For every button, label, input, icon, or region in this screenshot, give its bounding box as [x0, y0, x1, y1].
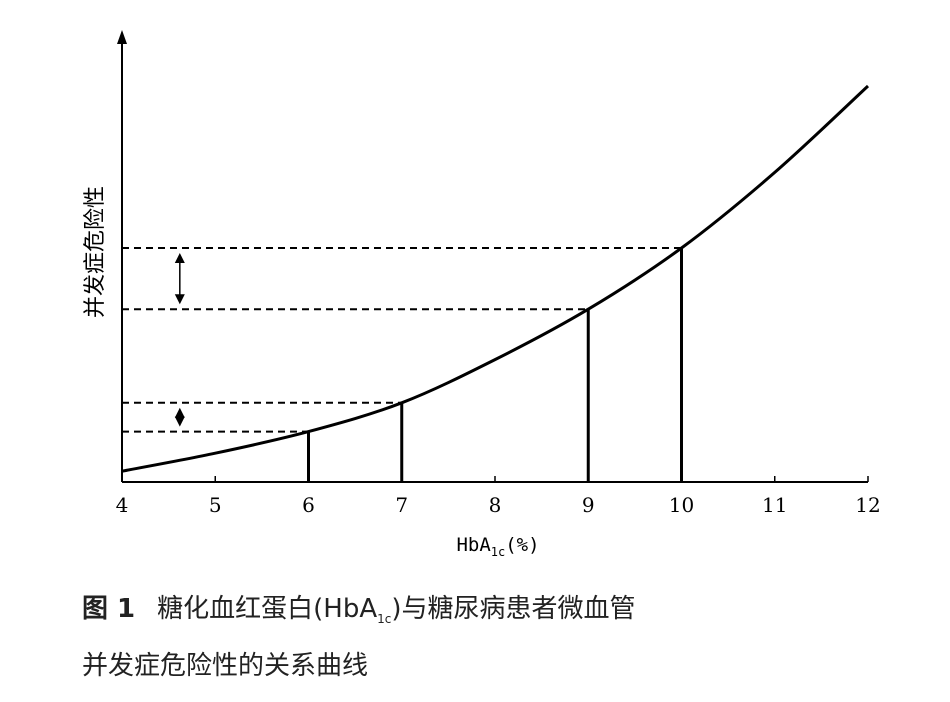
chart: 4 5 6 7 8 9 10 11 12 并发症危险性 HbA1c(%)	[83, 30, 881, 559]
x-tick-label: 5	[209, 493, 222, 517]
x-tick-label: 11	[762, 493, 787, 517]
figure-label: 图 1	[82, 594, 136, 624]
figure-caption: 图 1 糖化血红蛋白(HbA1c)与糖尿病患者微血管 并发症危险性的关系曲线	[82, 586, 932, 690]
x-tick-label: 9	[582, 493, 595, 517]
double-arrow-head-up	[174, 407, 185, 418]
y-axis-arrowhead	[117, 30, 127, 44]
caption-text-line2: 并发症危险性的关系曲线	[82, 651, 369, 681]
caption-subscript: 1c	[377, 612, 392, 626]
x-tick-label: 4	[116, 493, 129, 517]
double-arrow-head-up	[174, 253, 185, 263]
x-tick-label: 10	[669, 493, 694, 517]
double-arrow-head-down	[174, 416, 185, 427]
x-tick-label: 12	[855, 493, 880, 517]
axes	[117, 30, 868, 483]
double-arrow-head-down	[174, 294, 185, 305]
x-tick-label: 7	[395, 493, 408, 517]
y-axis-label: 并发症危险性	[83, 186, 108, 318]
x-tick-label: 6	[302, 493, 315, 517]
x-axis-label-unit: (%)	[505, 534, 539, 556]
guide-lines	[122, 247, 683, 482]
x-axis-ticks: 4 5 6 7 8 9 10 11 12	[116, 476, 881, 517]
x-axis-label-sub: 1c	[491, 545, 505, 559]
risk-curve	[121, 84, 870, 473]
x-axis-label-main: HbA	[456, 534, 491, 556]
caption-text-part1: 糖化血红蛋白(HbA	[157, 594, 378, 624]
caption-text-part2: )与糖尿病患者微血管	[391, 594, 636, 624]
risk-curve-layer	[121, 84, 870, 473]
x-axis-label: HbA1c(%)	[456, 534, 539, 559]
x-tick-label: 8	[489, 493, 502, 517]
